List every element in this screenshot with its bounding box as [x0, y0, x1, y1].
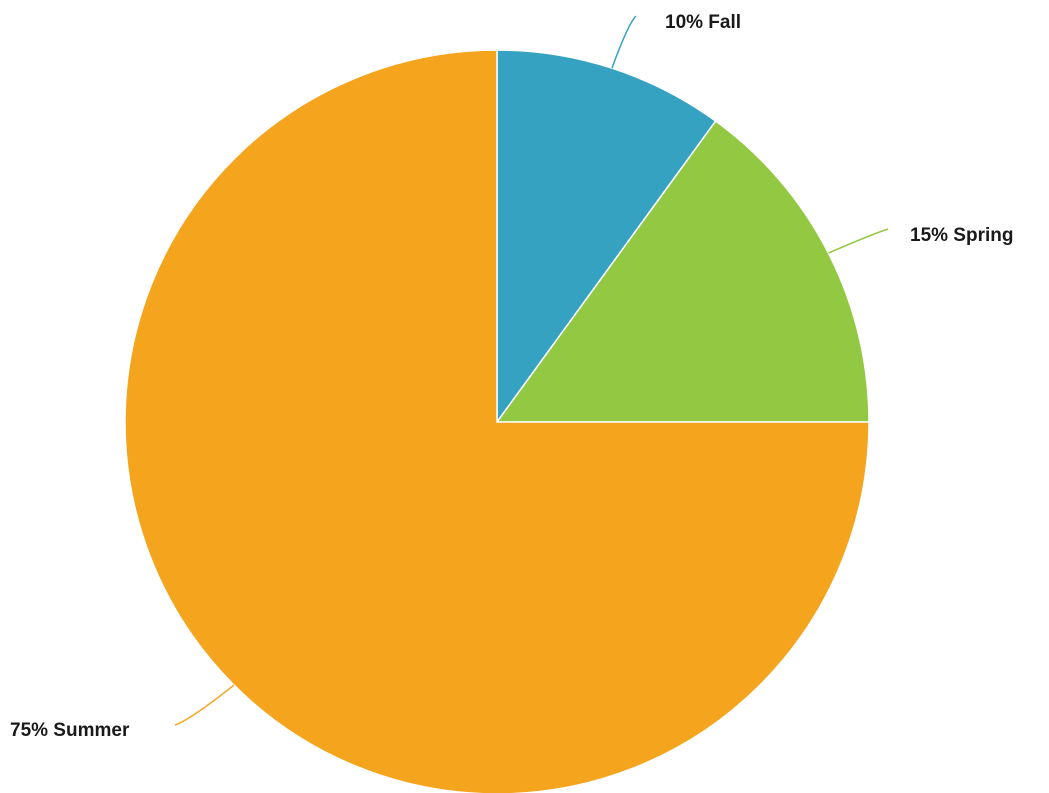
label-fall: 10% Fall — [665, 12, 741, 33]
label-summer: 75% Summer — [10, 720, 130, 741]
slice-fall — [496, 49, 717, 425]
label-spring: 15% Spring — [910, 225, 1013, 246]
pie-slices — [124, 49, 870, 793]
leader-line-summer — [174, 684, 235, 726]
slice-labels: 10% Fall 15% Spring 75% Summer — [10, 12, 1013, 741]
leader-lines — [174, 15, 889, 726]
leader-line-spring — [828, 228, 889, 254]
leader-line-fall — [611, 15, 637, 69]
